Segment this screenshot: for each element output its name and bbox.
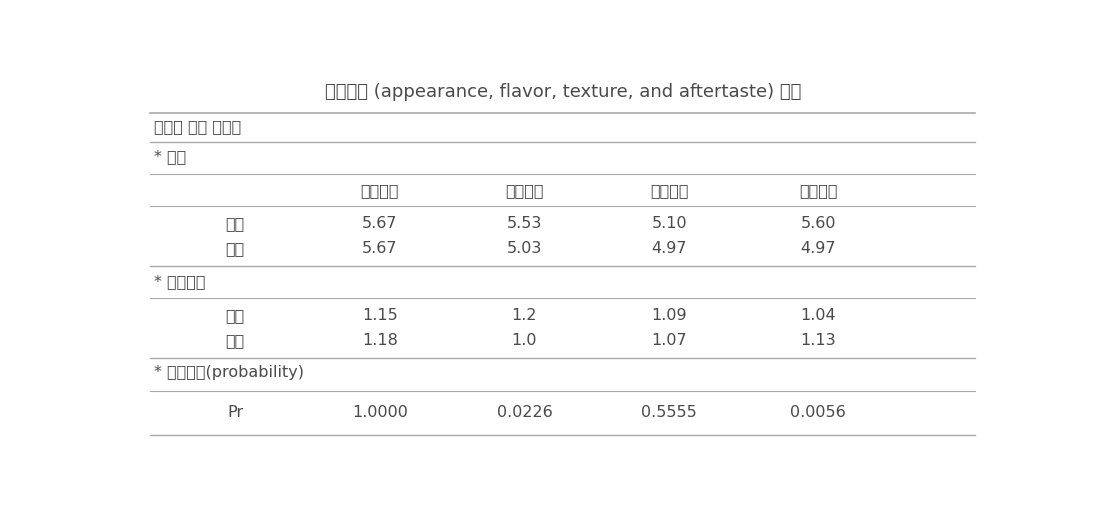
Text: Pr: Pr (227, 405, 243, 420)
Text: 향미기호: 향미기호 (505, 183, 544, 198)
Text: 0.0056: 0.0056 (791, 405, 845, 420)
Text: 1.2: 1.2 (512, 308, 537, 323)
Text: 1.09: 1.09 (651, 308, 687, 323)
Text: 미강: 미강 (225, 241, 245, 256)
Text: 1.07: 1.07 (651, 333, 687, 348)
Text: 1.04: 1.04 (800, 308, 836, 323)
Text: 5.67: 5.67 (362, 216, 397, 231)
Text: 5.53: 5.53 (507, 216, 542, 231)
Text: 4.97: 4.97 (651, 241, 687, 256)
Text: 1.15: 1.15 (362, 308, 397, 323)
Text: 기호도 요약 테이블: 기호도 요약 테이블 (154, 119, 242, 135)
Text: 4.97: 4.97 (800, 241, 836, 256)
Text: 5.67: 5.67 (362, 241, 397, 256)
Text: * 표준편차: * 표준편차 (154, 273, 205, 289)
Text: 세부기호 (appearance, flavor, texture, and aftertaste) 분석: 세부기호 (appearance, flavor, texture, and a… (325, 83, 800, 101)
Text: 5.03: 5.03 (507, 241, 542, 256)
Text: * 평균: * 평균 (154, 149, 187, 164)
Text: 뒷맛기호: 뒷맛기호 (798, 183, 838, 198)
Text: 1.18: 1.18 (362, 333, 397, 348)
Text: 1.0000: 1.0000 (351, 405, 407, 420)
Text: 1.13: 1.13 (800, 333, 836, 348)
Text: 1.0: 1.0 (512, 333, 537, 348)
Text: 외관기호: 외관기호 (360, 183, 399, 198)
Text: 5.10: 5.10 (651, 216, 687, 231)
Text: * 유의확률(probability): * 유의확률(probability) (154, 366, 304, 381)
Text: 5.60: 5.60 (800, 216, 836, 231)
Text: 식감기호: 식감기호 (650, 183, 688, 198)
Text: 기본: 기본 (225, 216, 245, 231)
Text: 기본: 기본 (225, 308, 245, 323)
Text: 0.0226: 0.0226 (496, 405, 552, 420)
Text: 미강: 미강 (225, 333, 245, 348)
Text: 0.5555: 0.5555 (641, 405, 697, 420)
